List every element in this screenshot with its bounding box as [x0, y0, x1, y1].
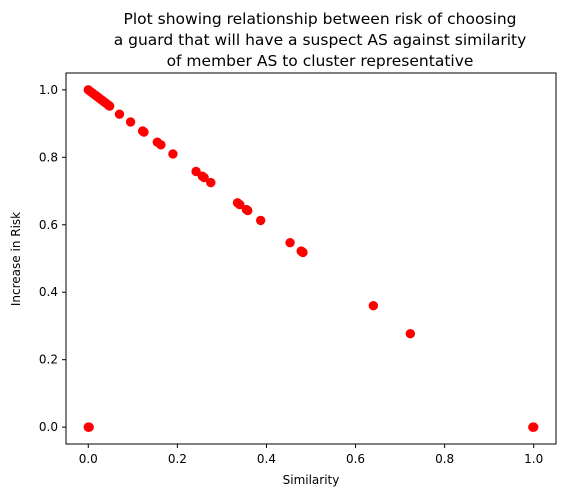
chart-title-line-1: Plot showing relationship between risk o… — [124, 10, 517, 28]
x-tick-label: 1.0 — [524, 452, 543, 466]
plot-area-frame — [65, 72, 557, 445]
data-point — [298, 247, 308, 258]
data-point — [199, 172, 209, 183]
data-point — [529, 422, 539, 432]
x-tick-label: 0.0 — [79, 452, 98, 466]
data-point — [285, 237, 295, 248]
chart-title-line-2: a guard that will have a suspect AS agai… — [114, 31, 527, 49]
data-point — [243, 205, 253, 216]
data-point — [235, 199, 245, 210]
x-tick-label: 0.2 — [168, 452, 187, 466]
y-tick-label: 0.4 — [39, 285, 58, 299]
y-tick-label: 1.0 — [39, 83, 58, 97]
chart-title: Plot showing relationship between risk o… — [114, 10, 527, 70]
data-point — [368, 301, 379, 311]
data-point — [139, 127, 149, 137]
data-points — [83, 85, 539, 432]
x-axis-label: Similarity — [283, 473, 340, 487]
data-point — [168, 149, 178, 159]
data-point — [114, 109, 125, 119]
x-tick-label: 0.4 — [257, 452, 276, 466]
y-axis-ticks: 0.0 0.2 0.4 0.6 0.8 1.0 — [39, 83, 66, 434]
data-point — [405, 329, 416, 339]
y-axis-label: Increase in Risk — [9, 212, 23, 306]
chart-title-line-3: of member AS to cluster representative — [167, 52, 474, 70]
data-point — [104, 101, 115, 111]
data-point — [125, 117, 136, 127]
y-tick-label: 0.2 — [39, 353, 58, 367]
data-point — [255, 215, 266, 226]
x-tick-label: 0.8 — [435, 452, 454, 466]
y-tick-label: 0.8 — [39, 150, 58, 164]
data-point — [156, 140, 166, 150]
y-tick-label: 0.0 — [39, 420, 58, 434]
x-axis-ticks: 0.0 0.2 0.4 0.6 0.8 1.0 — [79, 444, 543, 466]
y-tick-label: 0.6 — [39, 218, 58, 232]
x-tick-label: 0.6 — [346, 452, 365, 466]
data-point — [206, 177, 216, 188]
data-point — [84, 422, 94, 432]
